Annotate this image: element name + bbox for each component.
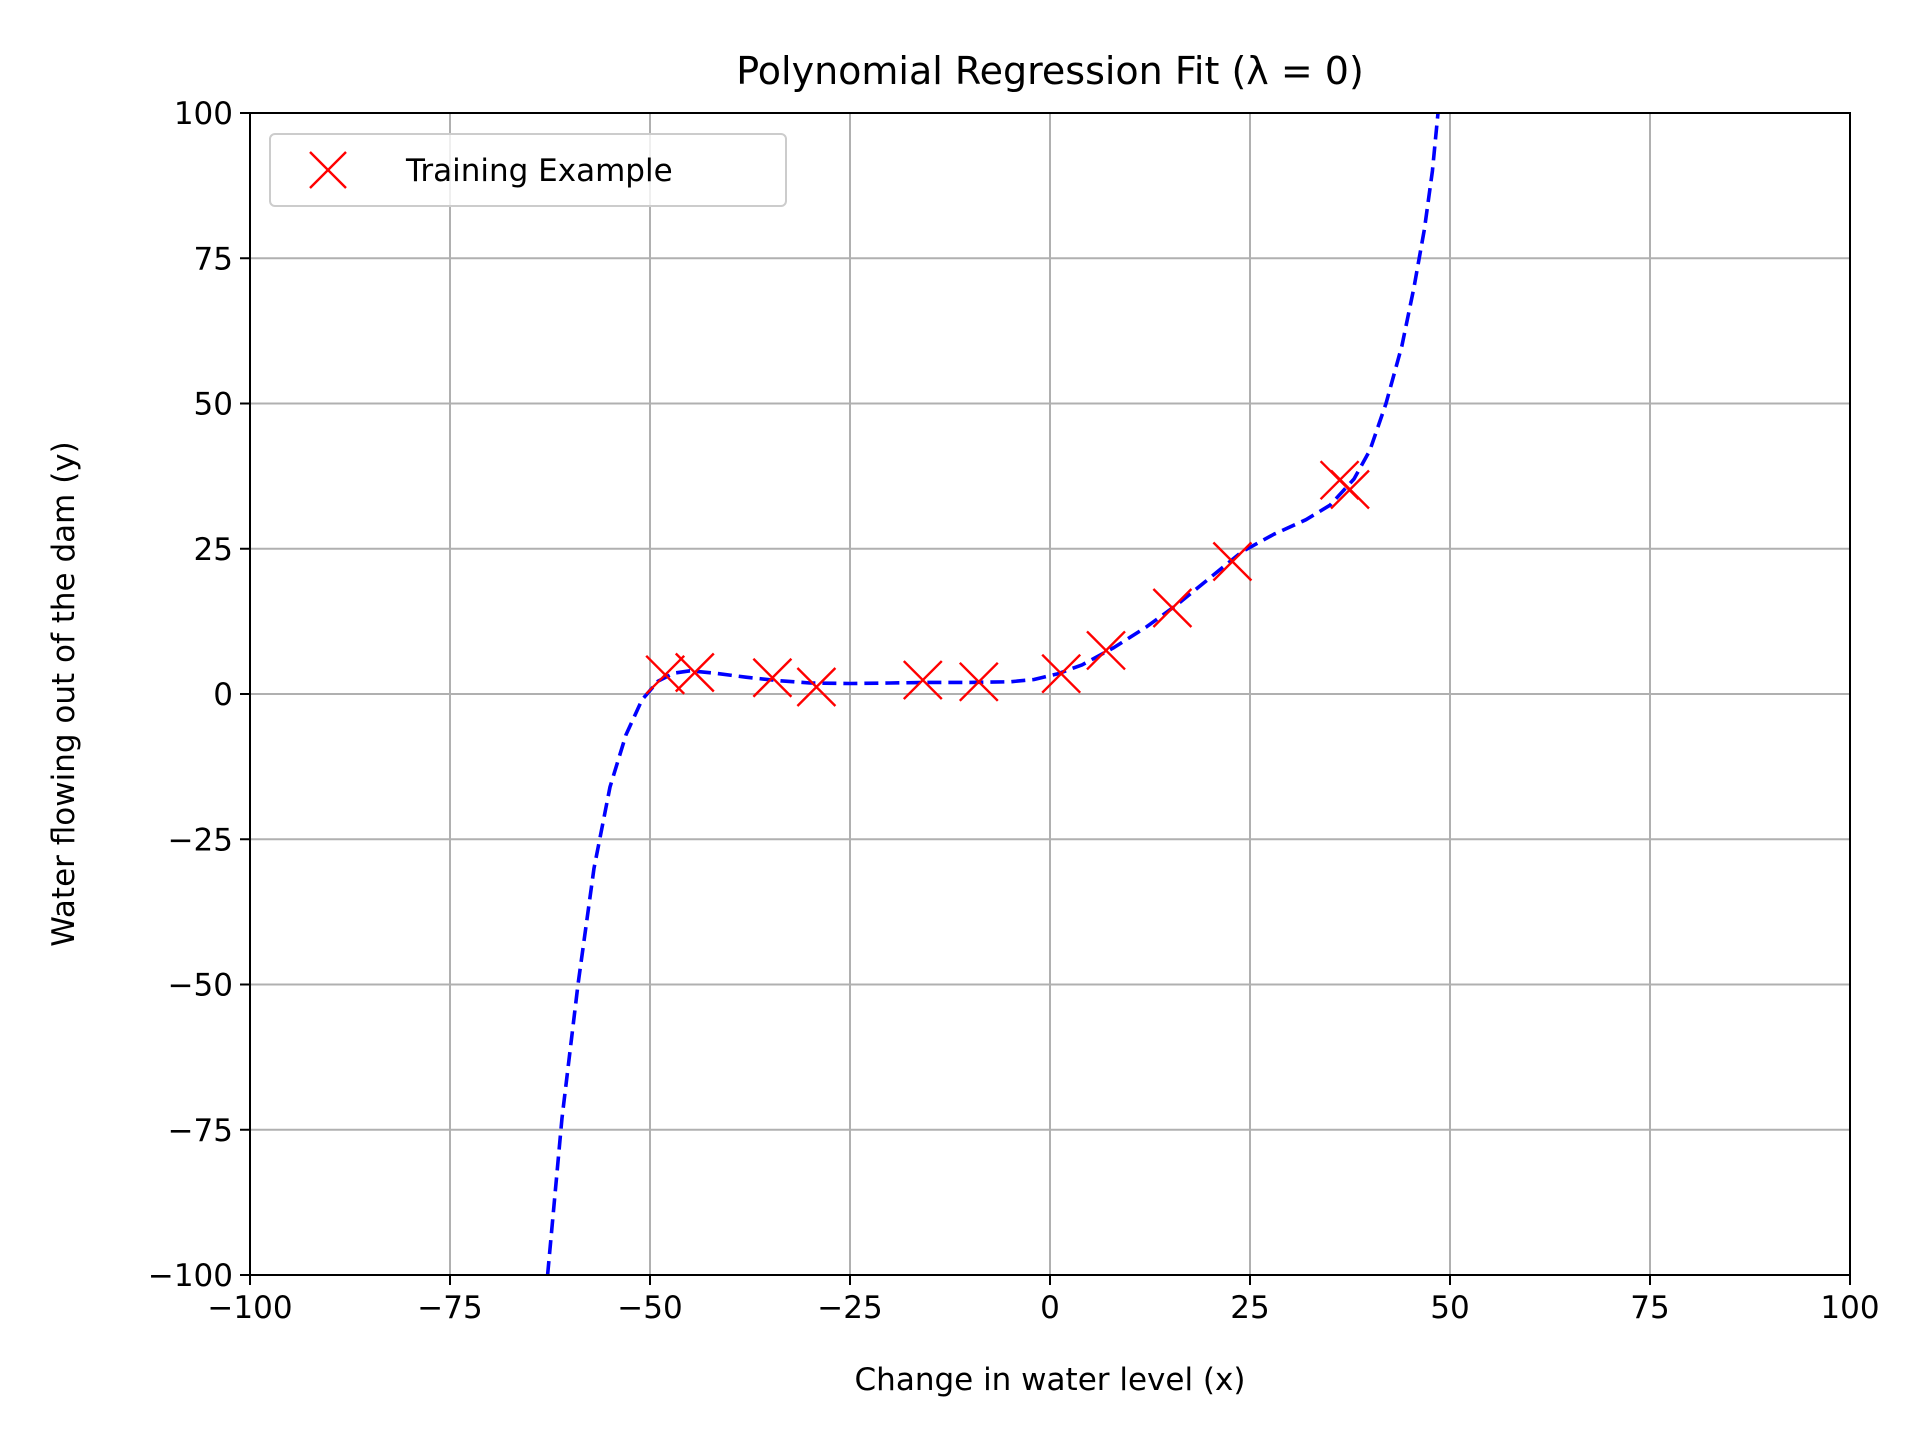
x-marker-stroke [1086,630,1126,671]
x-tick-label: −25 [817,1290,882,1326]
y-tick-label: −100 [148,1258,233,1294]
x-tick-label: 50 [1430,1290,1469,1326]
training-example-point [902,660,943,700]
y-tick-label: −50 [168,968,233,1004]
training-example-point [674,652,715,693]
training-example-point [1041,653,1082,694]
y-tick-label: 75 [194,241,233,277]
training-example-point [796,667,837,707]
training-example-point [1330,469,1370,510]
x-tick-label: 25 [1230,1290,1269,1326]
x-tick-label: −50 [617,1290,682,1326]
y-tick-label: 50 [194,387,233,423]
x-marker-stroke [752,657,793,698]
training-example-point [752,657,793,698]
y-axis-title: Water flowing out of the dam (y) [46,441,82,946]
training-example-point [1212,541,1253,582]
x-marker-stroke [958,661,999,702]
training-example-point [645,654,686,695]
axis-ticks: −100 −75 −50 −25 0 25 50 75 100 −100 −75 −50 −25 0 25 5… [148,96,1880,1326]
x-tick-label: −100 [207,1290,292,1326]
x-tick-label: 0 [1040,1290,1060,1326]
x-marker-stroke [902,660,943,700]
legend: Training Example [269,133,787,207]
y-tick-label: 0 [213,677,233,713]
x-axis-title: Change in water level (x) [855,1362,1246,1398]
x-marker-stroke [645,654,686,695]
y-tick-label: −75 [168,1113,233,1149]
y-tick-label: 100 [174,96,233,132]
fit-curve-line [545,112,1440,1276]
x-tick-label: 100 [1820,1290,1879,1326]
training-example-point [1152,588,1193,628]
legend-label-training-example: Training Example [405,153,673,189]
x-marker-stroke [1212,541,1253,582]
x-marker-stroke [674,652,715,693]
x-tick-label: 75 [1630,1290,1669,1326]
chart-title: Polynomial Regression Fit (λ = 0) [736,49,1364,93]
x-marker-stroke [1041,653,1082,694]
training-example-markers [645,460,1370,707]
y-tick-label: −25 [168,822,233,858]
x-marker-stroke [796,667,837,707]
legend-x-marker-icon [309,151,347,189]
training-example-point [1086,630,1126,671]
x-tick-label: −75 [417,1290,482,1326]
x-marker-stroke [1152,588,1193,628]
legend-box [269,133,787,207]
x-marker-stroke [1330,469,1370,510]
fit-curve-layer [545,112,1440,1276]
y-tick-label: 25 [194,532,233,568]
training-example-point [958,661,999,702]
